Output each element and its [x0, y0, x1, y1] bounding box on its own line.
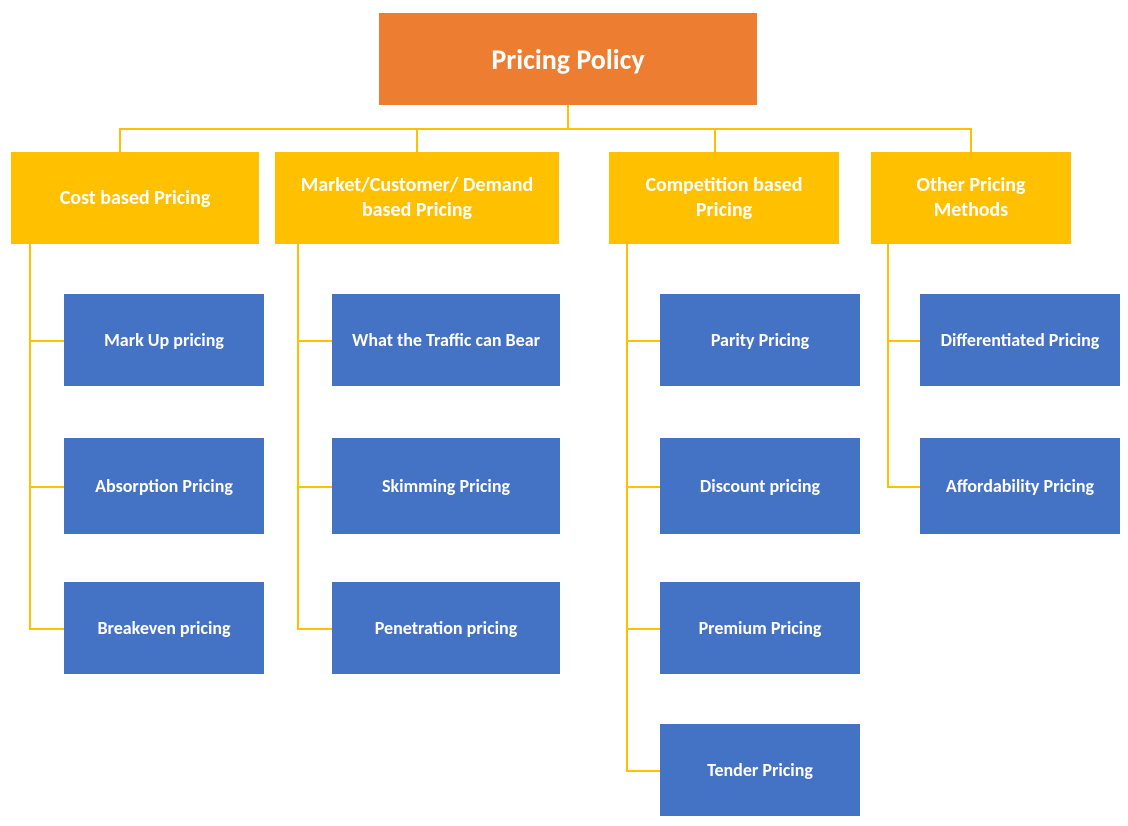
- connector-cat3-down: [714, 128, 716, 152]
- leaf-penetration-pricing: Penetration pricing: [332, 582, 560, 674]
- connector-c4-h1: [887, 340, 920, 342]
- connector-c1-v: [29, 244, 31, 628]
- connector-c4-h2: [887, 486, 920, 488]
- leaf-premium-pricing: Premium Pricing: [660, 582, 860, 674]
- connector-c3-h2: [626, 486, 660, 488]
- leaf-discount-pricing: Discount pricing: [660, 438, 860, 534]
- connector-root-down: [567, 105, 569, 128]
- connector-c3-h3: [626, 628, 660, 630]
- connector-cat4-down: [970, 128, 972, 152]
- connector-c2-h1: [297, 340, 332, 342]
- connector-c3-h1: [626, 340, 660, 342]
- connector-c3-h4: [626, 770, 660, 772]
- category-competition-based: Competition based Pricing: [609, 152, 839, 244]
- connector-c1-h2: [29, 486, 64, 488]
- connector-c1-h1: [29, 340, 64, 342]
- connector-cat1-down: [119, 128, 121, 152]
- leaf-traffic-can-bear: What the Traffic can Bear: [332, 294, 560, 386]
- root-node: Pricing Policy: [379, 13, 757, 105]
- leaf-markup-pricing: Mark Up pricing: [64, 294, 264, 386]
- category-other-methods: Other Pricing Methods: [871, 152, 1071, 244]
- category-cost-based: Cost based Pricing: [11, 152, 259, 244]
- connector-c2-h3: [297, 628, 332, 630]
- leaf-tender-pricing: Tender Pricing: [660, 724, 860, 816]
- connector-c3-v: [626, 244, 628, 770]
- leaf-breakeven-pricing: Breakeven pricing: [64, 582, 264, 674]
- leaf-affordability-pricing: Affordability Pricing: [920, 438, 1120, 534]
- connector-c2-h2: [297, 486, 332, 488]
- leaf-parity-pricing: Parity Pricing: [660, 294, 860, 386]
- leaf-absorption-pricing: Absorption Pricing: [64, 438, 264, 534]
- category-market-based: Market/Customer/ Demand based Pricing: [275, 152, 559, 244]
- connector-root-hbar: [119, 128, 972, 130]
- leaf-differentiated-pricing: Differentiated Pricing: [920, 294, 1120, 386]
- connector-c1-h3: [29, 628, 64, 630]
- connector-cat2-down: [416, 128, 418, 152]
- connector-c4-v: [887, 244, 889, 486]
- leaf-skimming-pricing: Skimming Pricing: [332, 438, 560, 534]
- connector-c2-v: [297, 244, 299, 628]
